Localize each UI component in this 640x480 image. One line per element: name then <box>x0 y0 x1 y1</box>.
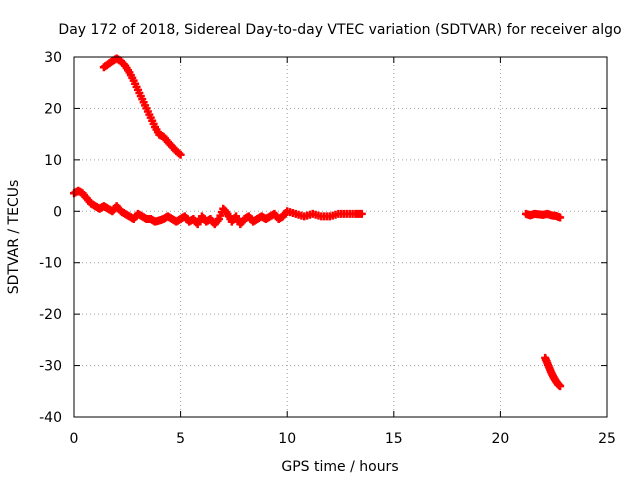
series-1 <box>99 54 185 159</box>
x-tick-label: 20 <box>491 431 509 447</box>
x-tick-label: 5 <box>176 431 185 447</box>
data-points <box>70 54 565 391</box>
series-2 <box>70 186 366 229</box>
y-tick-label: 20 <box>44 101 62 117</box>
data-point <box>556 382 565 391</box>
data-point <box>357 209 366 218</box>
series-3 <box>521 209 565 222</box>
y-tick-label: -10 <box>39 256 62 272</box>
chart-title: Day 172 of 2018, Sidereal Day-to-day VTE… <box>58 22 621 38</box>
plot-frame <box>73 56 608 418</box>
y-ticks: -40 -30 -20 -10 0 10 20 30 <box>39 50 607 426</box>
x-tick-label: 25 <box>598 431 616 447</box>
y-tick-label: 10 <box>44 153 62 169</box>
y-axis-label: SDTVAR / TECUs <box>6 180 22 295</box>
x-tick-label: 10 <box>278 431 296 447</box>
y-tick-label: -20 <box>39 307 62 323</box>
y-tick-label: 30 <box>44 50 62 66</box>
y-tick-label: -40 <box>39 410 62 426</box>
x-ticks: 0 5 10 15 20 25 <box>70 57 616 447</box>
y-tick-label: 0 <box>53 204 62 220</box>
x-axis-label: GPS time / hours <box>281 459 398 475</box>
data-point <box>556 213 565 222</box>
x-tick-label: 0 <box>70 431 79 447</box>
grid-lines <box>74 57 607 417</box>
data-point <box>176 150 185 159</box>
series-4 <box>541 353 565 391</box>
y-tick-label: -30 <box>39 359 62 375</box>
x-tick-label: 15 <box>385 431 403 447</box>
